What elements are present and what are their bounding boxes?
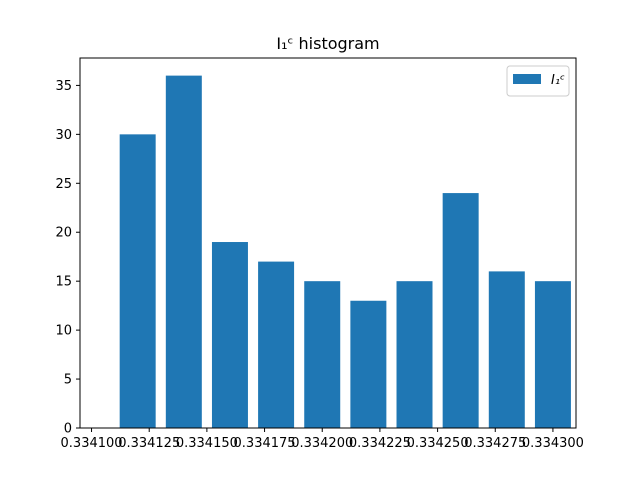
bar [165,75,202,428]
bars-layer [119,75,571,428]
bar [119,134,156,428]
x-tick-label: 0.334250 [407,436,469,451]
x-tick-label: 0.334275 [464,436,526,451]
bar [442,193,479,428]
y-tick-label: 25 [55,177,72,192]
y-tick-label: 15 [55,275,72,290]
bar [396,281,433,428]
x-tick-label: 0.334200 [291,436,353,451]
y-tick-label: 5 [64,373,72,388]
y-tick-label: 30 [55,128,72,143]
legend-label: I₁ᶜ [551,73,565,88]
bar [258,261,295,428]
y-tick-label: 0 [64,422,72,437]
x-tick-label: 0.334175 [234,436,296,451]
plot-frame [79,57,577,429]
legend: I₁ᶜ [506,65,570,97]
x-axis-ticks: 0.3341000.3341250.3341500.3341750.334200… [61,428,584,451]
bar [304,281,341,428]
x-tick-label: 0.334300 [522,436,584,451]
y-tick-label: 10 [55,324,72,339]
chart-title: I₁ᶜ histogram [276,34,379,53]
y-tick-label: 35 [55,79,72,94]
bar [488,271,525,428]
bar [534,281,571,428]
x-tick-label: 0.334150 [176,436,238,451]
x-tick-label: 0.334225 [349,436,411,451]
x-tick-label: 0.334125 [118,436,180,451]
legend-swatch [513,74,541,84]
y-tick-label: 20 [55,226,72,241]
bar [350,300,387,428]
x-tick-label: 0.334100 [61,436,123,451]
bar [211,242,248,428]
y-axis-ticks: 0 5 10 15 20 25 30 35 [55,79,80,437]
